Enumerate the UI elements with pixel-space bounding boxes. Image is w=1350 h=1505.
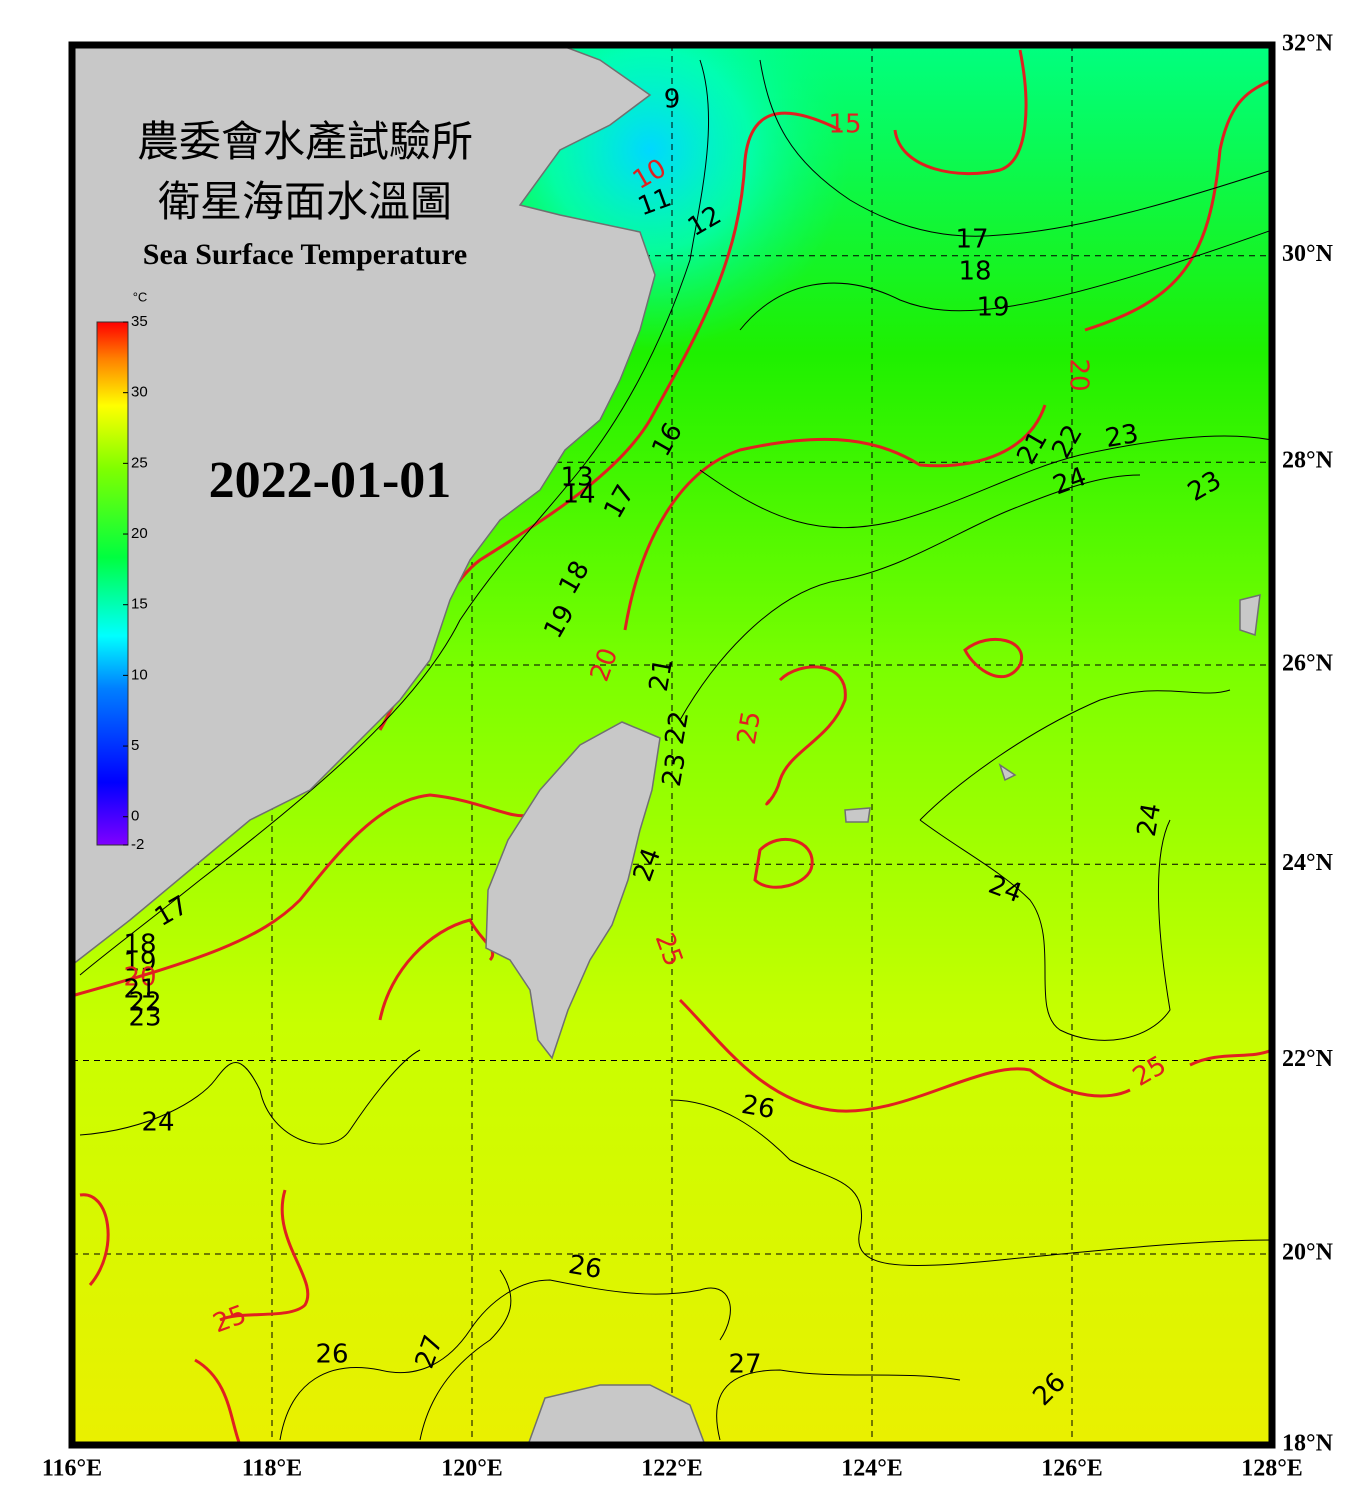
isotherm xyxy=(759,59,1272,237)
colorbar-tick-label: 5 xyxy=(131,737,139,754)
colorbar-ticks: 35 30 25 20 15 10 5 0 -2 xyxy=(123,313,148,853)
isotherm xyxy=(79,1189,310,1445)
luzon xyxy=(527,1384,706,1445)
colorbar-tick-label: 10 xyxy=(131,666,148,683)
x-tick-label: 126°E xyxy=(1041,1456,1103,1482)
isotherm xyxy=(893,49,1028,176)
isotherm xyxy=(79,1049,421,1145)
islands xyxy=(844,594,1261,823)
taiwan xyxy=(485,721,661,1060)
colorbar-tick-label: 15 xyxy=(131,596,148,613)
colorbar-tick-label: 35 xyxy=(131,313,148,330)
isotherm xyxy=(919,689,1231,1041)
contour-label: 23 xyxy=(657,751,692,789)
contour-label: 22 xyxy=(128,988,161,1018)
y-tick-label: 18°N xyxy=(1282,1431,1334,1457)
isotherms-minor xyxy=(79,59,1272,1441)
contour-label: 9 xyxy=(664,85,681,115)
y-tick-label: 22°N xyxy=(1282,1046,1334,1072)
isotherm xyxy=(623,404,1047,631)
isotherms xyxy=(74,49,1272,1445)
y-tick-label: 32°N xyxy=(1282,31,1334,57)
contour-label: 20 xyxy=(1064,358,1094,391)
frame xyxy=(68,41,1276,1449)
isotherm xyxy=(679,474,1141,721)
isotherm xyxy=(279,1279,731,1441)
contour-label: 23 xyxy=(128,1003,161,1033)
contour-label: 23 xyxy=(1103,419,1141,454)
contour-label: 21 xyxy=(644,656,679,694)
contour-label: 25 xyxy=(732,709,767,747)
x-tick-label: 128°E xyxy=(1241,1456,1303,1482)
isotherm xyxy=(74,793,531,997)
colorbar-tick-label: -2 xyxy=(131,836,144,853)
title-zh: 衛星海面水溫圖 xyxy=(158,177,452,226)
contour-label: 22 xyxy=(660,709,695,747)
title-zh: 農委會水產試驗所 xyxy=(137,117,473,166)
isotherm xyxy=(699,435,1272,529)
contour-label: 24 xyxy=(141,1108,174,1138)
isotherm xyxy=(669,1099,1272,1267)
isotherm xyxy=(753,837,814,889)
isotherm xyxy=(1084,78,1272,332)
y-tick-label: 26°N xyxy=(1282,650,1334,676)
isotherm xyxy=(419,1269,961,1441)
colorbar xyxy=(96,321,129,846)
x-tick-label: 120°E xyxy=(441,1456,503,1482)
contour-label: 21 xyxy=(123,975,156,1005)
contour-label: 15 xyxy=(828,110,861,140)
x-tick-label: 124°E xyxy=(841,1456,903,1482)
contour-label: 26 xyxy=(315,1340,348,1370)
contour-label: 19 xyxy=(123,948,156,978)
y-tick-label: 20°N xyxy=(1282,1239,1334,1265)
land xyxy=(72,45,1261,1445)
colorbar-unit: °C xyxy=(133,289,148,304)
colorbar-tick-label: 0 xyxy=(131,808,139,825)
y-tick-label: 30°N xyxy=(1282,241,1334,267)
contour-label: 13 xyxy=(560,463,593,493)
contour-label: 24 xyxy=(1132,801,1167,839)
colorbar-tick-label: 25 xyxy=(131,454,148,471)
contour-label: 27 xyxy=(728,1350,761,1380)
colorbar-tick-label: 20 xyxy=(131,525,148,542)
contour-label: 18 xyxy=(123,930,156,960)
isotherm xyxy=(678,998,1272,1113)
contour-label: 20 xyxy=(123,963,156,993)
subtitle: Sea Surface Temperature xyxy=(143,238,467,271)
isotherm xyxy=(963,637,1024,679)
x-tick-label: 116°E xyxy=(42,1456,102,1482)
y-tick-label: 24°N xyxy=(1282,850,1334,876)
isotherm xyxy=(739,229,1272,331)
x-tick-label: 122°E xyxy=(641,1456,703,1482)
contour-label: 18 xyxy=(958,257,991,287)
mainland xyxy=(72,45,656,966)
contour-label: 17 xyxy=(955,225,988,255)
y-tick-label: 28°N xyxy=(1282,448,1334,474)
colorbar-tick-label: 30 xyxy=(131,384,148,401)
date: 2022-01-01 xyxy=(209,452,452,509)
isotherm xyxy=(765,665,847,806)
contour-label: 26 xyxy=(566,1250,604,1285)
contour-label: 14 xyxy=(562,480,595,510)
x-tick-label: 118°E xyxy=(242,1456,302,1482)
contour-label: 26 xyxy=(739,1090,777,1125)
contour-label: 19 xyxy=(976,293,1009,323)
isotherm xyxy=(79,59,710,976)
